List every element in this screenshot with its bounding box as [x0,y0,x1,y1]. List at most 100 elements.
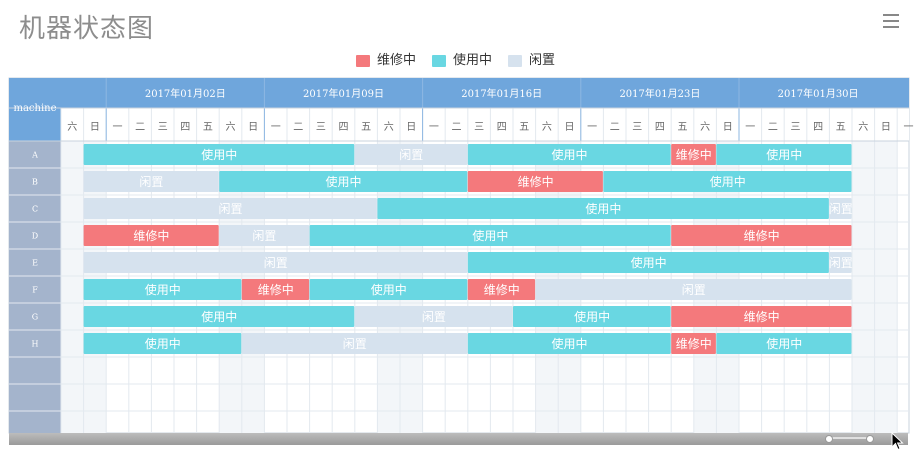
task-bar-label: 维修中 [518,174,554,189]
legend-label-in-use: 使用中 [453,53,493,68]
task-bar-label: 使用中 [201,147,237,162]
task-bar [241,279,310,300]
day-tick-label: 六 [67,121,77,133]
task-bar [219,225,310,246]
day-tick-label: 二 [768,122,778,133]
day-tick-label: 日 [565,122,575,133]
task-bar-label: 使用中 [371,282,407,297]
task-bar-label: 闲置 [399,148,423,162]
day-tick-label: 四 [180,122,190,133]
machine-label: G [32,313,38,322]
task-bar [671,144,716,165]
task-bar-label: 维修中 [676,147,712,162]
task-bar-label: 使用中 [551,147,587,162]
task-bar [467,252,829,273]
task-bar-label: 维修中 [676,336,712,351]
task-bar-label: 闲置 [264,256,288,270]
day-tick-label: 四 [339,122,349,133]
week-tick-label: 2017年01月02日 [145,87,226,100]
day-tick-label: 五 [678,122,688,133]
task-bar-label: 使用中 [766,336,802,351]
task-bar [716,144,852,165]
task-bar [83,333,242,354]
legend-swatch-repair [356,55,370,67]
task-bar [83,306,355,327]
task-bar [467,279,536,300]
zoom-slider-track[interactable] [829,437,871,439]
task-bar [83,144,355,165]
task-bar [467,144,671,165]
task-bar-label: 闲置 [422,310,446,324]
day-tick-label: 一 [429,122,439,133]
task-bar [829,252,852,273]
day-tick-label: 日 [723,122,733,133]
task-bar-label: 维修中 [744,228,780,243]
day-tick-label: 一 [904,122,914,133]
day-tick-label: 六 [226,121,236,133]
task-bar-label: 闲置 [829,202,853,216]
task-bar [829,198,852,219]
task-bar-label: 维修中 [484,282,520,297]
task-bar-label: 闲置 [139,175,163,189]
day-tick-label: 四 [497,122,507,133]
week-tick-label: 2017年01月09日 [303,87,384,100]
task-bar [241,333,468,354]
task-bar-label: 维修中 [133,228,169,243]
task-bar-label: 使用中 [710,174,746,189]
legend-label-idle: 闲置 [529,53,556,68]
machine-label: H [32,340,39,349]
task-bar [716,333,852,354]
day-tick-label: 一 [745,122,755,133]
day-tick-label: 三 [158,122,168,133]
zoom-slider-start-handle[interactable] [825,435,833,443]
weekend-column [874,141,898,433]
task-bar [467,333,671,354]
task-bar [467,171,603,192]
task-bar [377,198,829,219]
hamburger-menu-icon[interactable] [883,14,899,28]
task-bar [83,171,219,192]
day-tick-label: 六 [858,121,868,133]
day-tick-label: 日 [406,122,416,133]
day-tick-label: 一 [271,122,281,133]
task-bar-label: 闲置 [682,283,706,297]
task-bar [535,279,852,300]
week-tick-label: 2017年01月16日 [461,87,542,100]
task-bar [83,279,242,300]
task-bar [83,225,219,246]
task-bar-label: 使用中 [551,336,587,351]
legend-label-repair: 维修中 [377,53,417,68]
horizontal-scrollbar[interactable] [9,433,908,445]
task-bar-label: 使用中 [631,255,667,270]
task-bar [671,333,716,354]
day-tick-label: 五 [519,122,529,133]
legend: 维修中 使用中 闲置 [0,52,917,72]
task-bar [354,144,468,165]
task-bar-label: 使用中 [325,174,361,189]
day-tick-label: 五 [836,122,846,133]
task-bar [219,171,468,192]
machine-label: B [32,178,38,187]
day-tick-label: 五 [203,122,213,133]
task-bar [513,306,671,327]
machine-column-header: machine [13,103,56,114]
day-tick-label: 日 [248,122,258,133]
week-header-band [61,78,909,108]
zoom-slider-end-handle[interactable] [866,435,874,443]
day-tick-label: 四 [655,122,665,133]
task-bar-label: 使用中 [145,336,181,351]
day-tick-label: 四 [813,122,823,133]
task-bar-label: 维修中 [744,309,780,324]
task-bar-label: 闲置 [218,202,242,216]
machine-label: E [32,259,38,268]
day-tick-label: 日 [881,122,891,133]
task-bar [671,225,852,246]
task-bar-label: 使用中 [585,201,621,216]
task-bar-label: 使用中 [766,147,802,162]
task-bar [309,225,671,246]
day-tick-label: 六 [700,121,710,133]
task-bar-label: 使用中 [472,228,508,243]
machine-label: F [32,286,38,295]
task-bar-label: 维修中 [258,282,294,297]
